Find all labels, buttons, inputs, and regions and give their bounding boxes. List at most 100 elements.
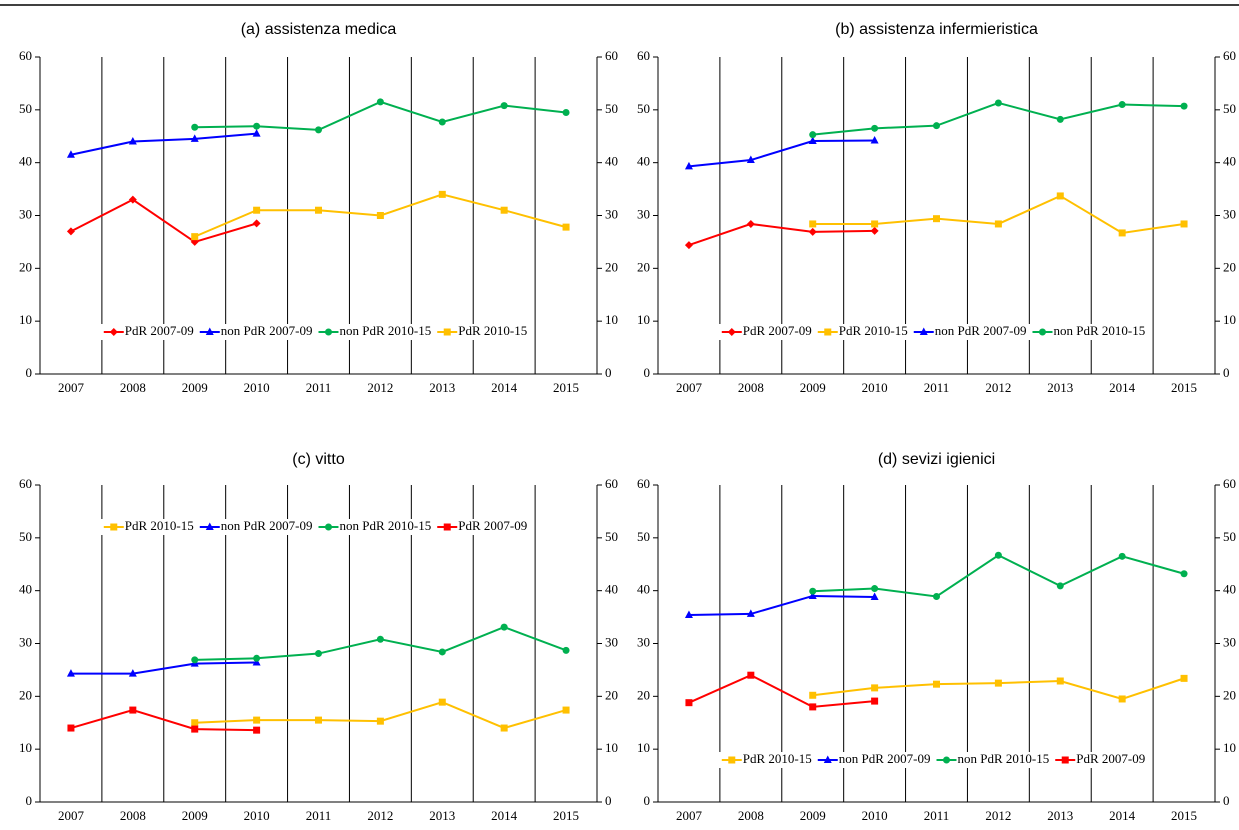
y2-tick-label: 50: [605, 101, 618, 116]
x-tick-label: 2007: [676, 380, 703, 395]
marker: [500, 102, 508, 110]
y-tick-label: 60: [637, 48, 650, 63]
x-tick-label: 2011: [924, 380, 950, 395]
marker: [933, 122, 940, 130]
legend-item: PdR 2010-15: [437, 323, 527, 338]
x-tick-label: 2013: [429, 808, 455, 823]
x-tick-label: 2010: [244, 380, 270, 395]
legend-item: PdR 2010-15: [817, 323, 908, 338]
marker: [728, 756, 736, 764]
x-tick-label: 2013: [429, 380, 455, 395]
y2-tick-label: 10: [1223, 740, 1236, 755]
marker: [870, 592, 879, 601]
legend-label: non PdR 2010-15: [958, 751, 1050, 766]
marker: [191, 233, 199, 241]
marker: [994, 220, 1002, 228]
y2-tick-label: 0: [1223, 365, 1230, 380]
marker: [562, 108, 570, 116]
y2-tick-label: 0: [605, 365, 612, 380]
marker: [325, 328, 332, 336]
y-tick-label: 0: [644, 793, 651, 808]
series-line: [70, 198, 257, 244]
marker: [252, 219, 261, 228]
x-tick-label: 2008: [120, 808, 146, 823]
marker: [994, 551, 1002, 559]
marker: [443, 328, 451, 336]
legend-label: non PdR 2010-15: [340, 518, 432, 533]
x-tick-label: 2007: [58, 380, 85, 395]
marker: [190, 134, 199, 142]
legend-label: PdR 2007-09: [458, 518, 527, 533]
marker: [67, 724, 75, 732]
legend: PdR 2010-15 non PdR 2007-09 non PdR 2010-1…: [717, 751, 1152, 768]
x-tick-label: 2007: [676, 808, 703, 823]
x-tick-label: 2012: [985, 380, 1011, 395]
y2-tick-label: 10: [605, 312, 618, 327]
legend-item: non PdR 2007-09: [817, 751, 931, 766]
marker: [109, 328, 118, 336]
legend-item: non PdR 2010-15: [1032, 323, 1145, 338]
x-tick-label: 2010: [862, 380, 888, 395]
x-tick-label: 2008: [738, 380, 764, 395]
marker: [1180, 674, 1188, 682]
series-line: [688, 139, 875, 168]
panel: 0 10 20 30 40 50 60 0 10 20 30 40 50 60 2007 2008 2009 20…: [637, 451, 1236, 823]
marker: [684, 161, 693, 170]
x-tick-label: 2009: [182, 808, 208, 823]
legend-label: non PdR 2010-15: [1053, 323, 1145, 338]
y2-tick-label: 30: [605, 206, 618, 221]
x-tick-label: 2015: [1171, 808, 1197, 823]
marker: [1061, 756, 1069, 764]
marker: [871, 585, 879, 593]
marker: [562, 706, 570, 714]
marker: [66, 150, 75, 158]
y-tick-label: 40: [19, 154, 32, 169]
y2-tick-label: 40: [605, 582, 618, 597]
marker: [1118, 229, 1126, 237]
legend-label: PdR 2007-09: [743, 323, 812, 338]
series-line: [688, 222, 875, 247]
chart-title: (d) sevizi igienici: [878, 451, 995, 468]
legend-label: PdR 2007-09: [125, 323, 194, 338]
series-line: [688, 594, 875, 616]
marker: [562, 223, 570, 231]
marker: [1056, 677, 1064, 685]
marker: [253, 726, 261, 734]
legend-background: [717, 324, 1152, 340]
y-tick-label: 60: [19, 48, 32, 63]
y2-tick-label: 30: [1223, 206, 1236, 221]
marker: [325, 523, 332, 531]
marker: [808, 591, 817, 599]
marker: [376, 98, 384, 106]
x-tick-label: 2014: [491, 808, 518, 823]
marker: [746, 155, 755, 164]
x-tick-label: 2009: [182, 380, 208, 395]
legend-item: PdR 2007-09: [103, 323, 194, 338]
marker: [746, 609, 755, 617]
marker: [809, 703, 817, 711]
marker: [994, 679, 1002, 687]
marker: [438, 698, 446, 706]
legend-item: non PdR 2007-09: [913, 323, 1026, 338]
marker: [824, 328, 832, 336]
x-tick-label: 2008: [738, 808, 764, 823]
y-tick-label: 0: [644, 365, 651, 380]
x-tick-label: 2012: [367, 808, 393, 823]
x-tick-label: 2012: [367, 380, 393, 395]
chart-title: (a) assistenza medica: [241, 21, 397, 38]
marker: [870, 226, 879, 235]
x-tick-label: 2015: [1171, 380, 1197, 395]
marker: [1056, 582, 1064, 590]
legend-item: PdR 2007-09: [721, 323, 812, 338]
marker: [808, 227, 817, 236]
panel: 0 10 20 30 40 50 60 0 10 20 30 40 50 60 2007 2008 2009 20…: [637, 21, 1236, 395]
y-tick-label: 20: [19, 259, 32, 274]
marker: [871, 684, 879, 692]
y-tick-label: 0: [26, 365, 33, 380]
marker: [500, 623, 508, 631]
x-tick-label: 2015: [553, 808, 579, 823]
legend-label: PdR 2010-15: [743, 751, 812, 766]
marker: [809, 587, 817, 595]
marker: [562, 646, 570, 654]
y-tick-label: 10: [637, 740, 650, 755]
